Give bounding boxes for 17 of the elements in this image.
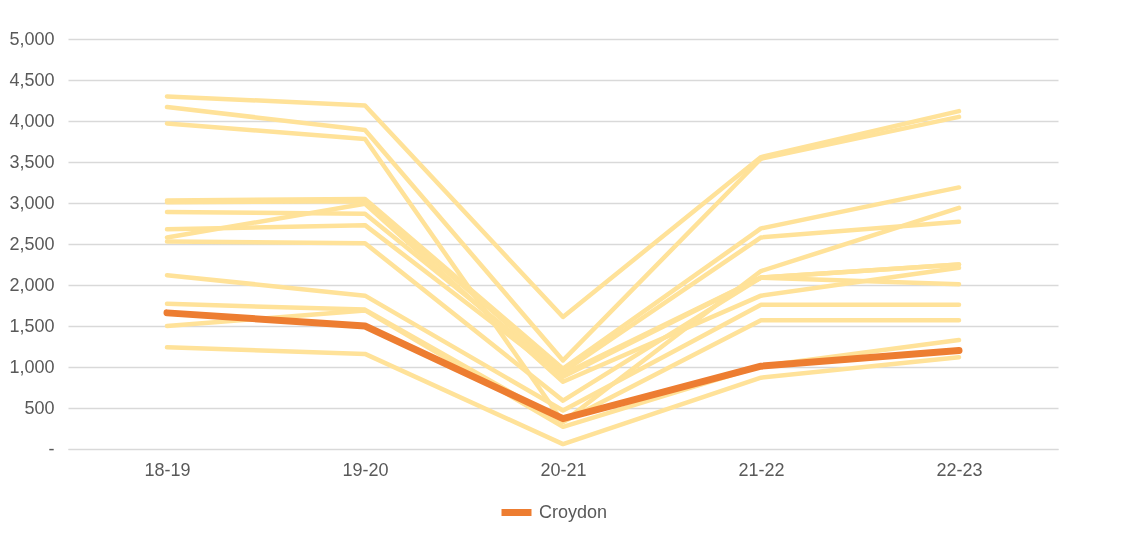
x-tick-label: 19-20: [342, 459, 389, 480]
y-tick-label: 3,500: [9, 151, 55, 172]
x-tick-label: 21-22: [738, 459, 785, 480]
x-tick-label: 20-21: [540, 459, 587, 480]
y-tick-label: 1,500: [9, 315, 55, 336]
y-tick-label: 5,000: [9, 28, 55, 49]
y-tick-label: 3,000: [9, 192, 55, 213]
y-tick-label: 1,000: [9, 356, 55, 377]
y-tick-label: 4,000: [9, 110, 55, 131]
x-tick-label: 18-19: [144, 459, 191, 480]
y-tick-label: -: [48, 438, 55, 459]
y-tick-label: 2,000: [9, 274, 55, 295]
y-tick-label: 500: [24, 397, 55, 418]
x-tick-label: 22-23: [936, 459, 983, 480]
y-tick-label: 2,500: [9, 233, 55, 254]
legend-label: Croydon: [539, 501, 608, 522]
y-tick-label: 4,500: [9, 69, 55, 90]
